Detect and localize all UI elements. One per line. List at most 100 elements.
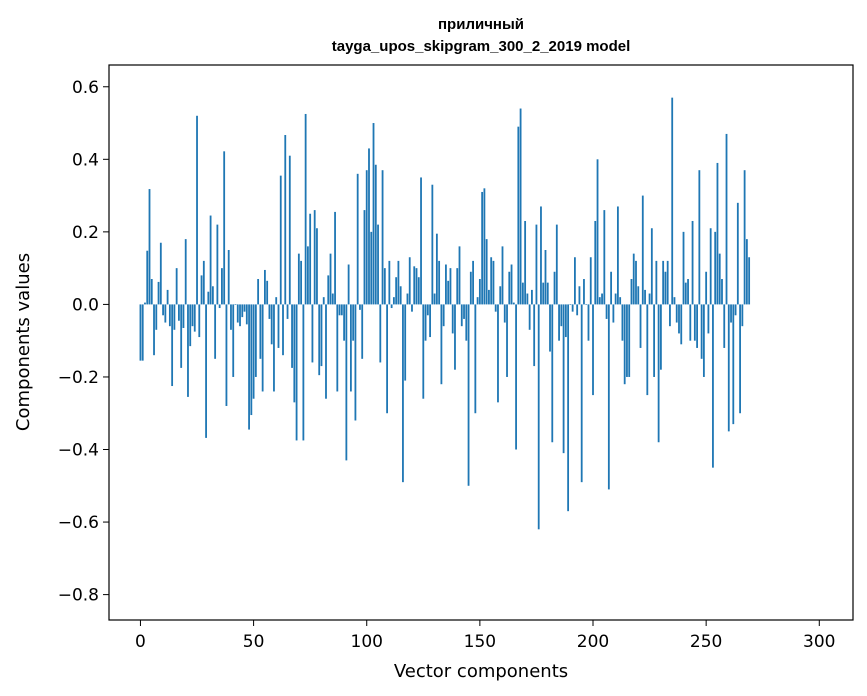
bar (291, 304, 293, 368)
bar (630, 279, 633, 305)
bar (431, 184, 434, 305)
bar (621, 304, 624, 341)
bar (535, 224, 538, 305)
bar (388, 260, 391, 305)
y-tick-label: 0.0 (72, 295, 99, 315)
bar (424, 304, 427, 341)
bar (159, 242, 162, 305)
bar (657, 304, 660, 443)
bar (526, 293, 529, 305)
bar (718, 253, 721, 305)
bar (288, 155, 291, 305)
bar (166, 289, 169, 305)
bar (666, 260, 669, 305)
bar (707, 304, 710, 334)
bar (144, 302, 146, 305)
bar (225, 304, 228, 406)
bar (594, 220, 597, 305)
bar (302, 304, 305, 441)
bar (626, 304, 628, 377)
bar (435, 233, 438, 305)
bar (202, 260, 205, 305)
bar (549, 304, 551, 352)
bar (252, 304, 255, 399)
bar (216, 224, 219, 305)
y-axis-label: Components values (13, 253, 34, 431)
y-tick-label: −0.8 (58, 586, 99, 606)
bar (605, 304, 608, 319)
bar (148, 189, 151, 305)
bar (519, 108, 522, 305)
bar (648, 293, 651, 305)
bar (178, 304, 180, 321)
bar (564, 304, 567, 338)
bar (712, 304, 714, 468)
bar (488, 289, 490, 305)
y-axis-ticks: −0.8 −0.6 −0.4 −0.2 0.0 0.2 0.4 0.6 (58, 78, 109, 606)
bar (483, 188, 486, 305)
bar (553, 271, 556, 305)
bar (531, 289, 533, 305)
x-tick-label: 200 (577, 632, 609, 652)
x-tick-label: 300 (803, 632, 835, 652)
bar (741, 304, 744, 327)
bar (714, 231, 717, 305)
bar (327, 275, 330, 305)
bar (259, 304, 262, 359)
bar (383, 268, 386, 305)
bar (662, 260, 665, 305)
bar (157, 281, 160, 305)
bar (576, 304, 579, 316)
bar (363, 210, 366, 305)
bar (659, 304, 662, 370)
x-tick-label: 50 (243, 632, 265, 652)
bar (155, 304, 158, 330)
bar (467, 304, 470, 486)
bar (413, 266, 416, 305)
bar (390, 304, 393, 309)
bar (655, 260, 658, 305)
bar (671, 97, 674, 305)
bar (499, 286, 502, 305)
bar (429, 304, 431, 338)
bar (343, 304, 346, 341)
bar (347, 264, 350, 305)
bar (182, 304, 185, 328)
bar (542, 282, 545, 305)
bar (469, 271, 472, 305)
bar (485, 239, 488, 305)
bar (150, 279, 153, 305)
bar (456, 268, 459, 305)
bar (644, 289, 646, 305)
bar (691, 220, 694, 305)
bar (580, 304, 583, 483)
bar (372, 123, 375, 305)
bar (377, 224, 379, 305)
bar (528, 304, 531, 330)
bar (361, 304, 364, 359)
bar (614, 293, 617, 305)
bar (277, 304, 280, 348)
bar (207, 291, 210, 305)
bar (248, 304, 250, 430)
bar (223, 151, 226, 305)
bar (218, 304, 221, 309)
bar (245, 304, 248, 325)
bar (175, 268, 178, 305)
bar (684, 282, 687, 305)
bar (571, 304, 574, 312)
chart-title-line-1: приличный (438, 16, 524, 33)
bar (406, 293, 409, 305)
bar (537, 304, 540, 530)
bar (426, 304, 429, 316)
x-axis-label: Vector components (394, 661, 568, 682)
bar (723, 304, 726, 348)
bar (725, 133, 728, 305)
bar (578, 286, 581, 305)
bar (316, 228, 318, 305)
bar (300, 260, 303, 305)
bar (598, 297, 601, 305)
bar (653, 304, 656, 377)
bar (359, 304, 361, 310)
